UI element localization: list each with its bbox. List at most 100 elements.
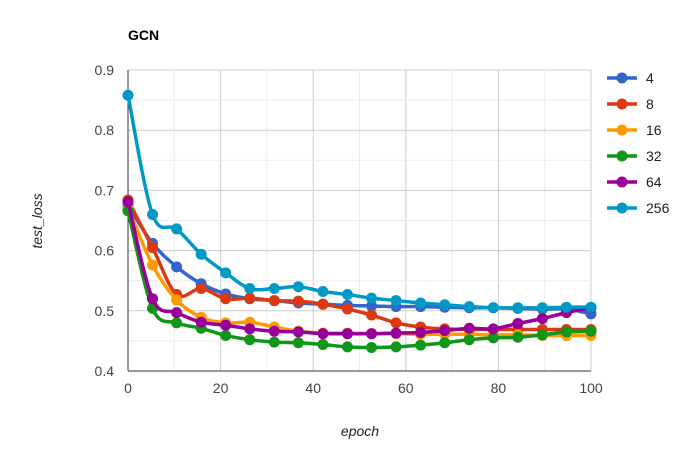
data-point[interactable] [147, 293, 159, 305]
data-point[interactable] [366, 292, 378, 304]
data-point[interactable] [268, 283, 280, 295]
data-point[interactable] [463, 322, 475, 334]
data-point[interactable] [244, 323, 256, 335]
data-point[interactable] [292, 337, 304, 349]
data-point[interactable] [317, 339, 329, 351]
legend-label: 16 [646, 122, 662, 138]
data-point[interactable] [195, 248, 207, 260]
series-group [122, 89, 597, 354]
x-tick-labels: 0 20 40 60 80 100 [124, 380, 603, 396]
data-point[interactable] [560, 326, 572, 338]
data-point[interactable] [390, 341, 402, 353]
data-point[interactable] [415, 326, 427, 338]
data-point[interactable] [390, 295, 402, 307]
data-point[interactable] [220, 293, 232, 305]
series-64 [122, 196, 597, 340]
data-point[interactable] [536, 302, 548, 314]
data-point[interactable] [220, 329, 232, 341]
data-point[interactable] [195, 316, 207, 328]
data-point[interactable] [415, 297, 427, 309]
y-tick-label: 0.4 [95, 363, 115, 379]
data-point[interactable] [487, 332, 499, 344]
x-tick-label: 0 [124, 380, 132, 396]
data-point[interactable] [244, 292, 256, 304]
data-point[interactable] [390, 327, 402, 339]
data-point[interactable] [171, 223, 183, 235]
data-point[interactable] [317, 328, 329, 340]
data-point[interactable] [536, 313, 548, 325]
data-point[interactable] [341, 303, 353, 315]
data-point[interactable] [268, 325, 280, 337]
data-point[interactable] [220, 319, 232, 331]
data-point[interactable] [463, 334, 475, 346]
data-point[interactable] [487, 302, 499, 314]
data-point[interactable] [292, 326, 304, 338]
legend-item[interactable]: 32 [607, 148, 662, 164]
x-tick-label: 40 [305, 380, 321, 396]
data-point[interactable] [439, 299, 451, 311]
legend-item[interactable]: 4 [607, 70, 654, 86]
data-point[interactable] [268, 295, 280, 307]
data-point[interactable] [268, 336, 280, 348]
legend-swatch-dot [616, 98, 628, 110]
data-point[interactable] [512, 331, 524, 343]
data-point[interactable] [292, 281, 304, 293]
legend-item[interactable]: 256 [607, 200, 670, 216]
data-point[interactable] [171, 317, 183, 329]
data-point[interactable] [147, 208, 159, 220]
data-point[interactable] [512, 317, 524, 329]
data-point[interactable] [341, 328, 353, 340]
y-tick-label: 0.5 [95, 303, 115, 319]
data-point[interactable] [512, 302, 524, 314]
data-point[interactable] [415, 339, 427, 351]
data-point[interactable] [244, 334, 256, 346]
data-point[interactable] [341, 341, 353, 353]
data-point[interactable] [366, 328, 378, 340]
data-point[interactable] [171, 294, 183, 306]
data-point[interactable] [366, 300, 378, 312]
legend-label: 8 [646, 96, 654, 112]
x-tick-label: 60 [398, 380, 414, 396]
legend-item[interactable]: 16 [607, 122, 662, 138]
x-tick-label: 100 [579, 380, 603, 396]
data-point[interactable] [585, 325, 597, 337]
data-point[interactable] [536, 329, 548, 341]
legend-swatch-dot [616, 72, 628, 84]
data-point[interactable] [220, 267, 232, 279]
data-point[interactable] [390, 317, 402, 329]
data-point[interactable] [439, 337, 451, 349]
y-tick-label: 0.6 [95, 243, 115, 259]
data-point[interactable] [487, 323, 499, 335]
series-256 [122, 89, 597, 314]
legend: 4 8 16 32 64 256 [607, 70, 670, 216]
data-point[interactable] [439, 325, 451, 337]
data-point[interactable] [585, 301, 597, 313]
legend-label: 32 [646, 148, 662, 164]
legend-swatch-dot [616, 150, 628, 162]
data-point[interactable] [366, 342, 378, 354]
data-point[interactable] [122, 196, 134, 208]
data-point[interactable] [195, 283, 207, 295]
data-point[interactable] [122, 89, 134, 101]
legend-swatch-dot [616, 124, 628, 136]
data-point[interactable] [171, 307, 183, 319]
data-point[interactable] [317, 298, 329, 310]
data-point[interactable] [171, 261, 183, 273]
data-point[interactable] [317, 286, 329, 298]
legend-swatch-dot [616, 202, 628, 214]
legend-swatch-dot [616, 176, 628, 188]
data-point[interactable] [147, 259, 159, 271]
legend-label: 4 [646, 70, 654, 86]
data-point[interactable] [341, 289, 353, 301]
legend-item[interactable]: 8 [607, 96, 654, 112]
data-point[interactable] [292, 295, 304, 307]
chart-title: GCN [128, 27, 159, 43]
data-point[interactable] [244, 283, 256, 295]
data-point[interactable] [147, 242, 159, 254]
data-point[interactable] [463, 301, 475, 313]
data-point[interactable] [366, 309, 378, 321]
legend-item[interactable]: 64 [607, 174, 662, 190]
data-point[interactable] [560, 301, 572, 313]
y-axis-label: test_loss [29, 193, 45, 248]
